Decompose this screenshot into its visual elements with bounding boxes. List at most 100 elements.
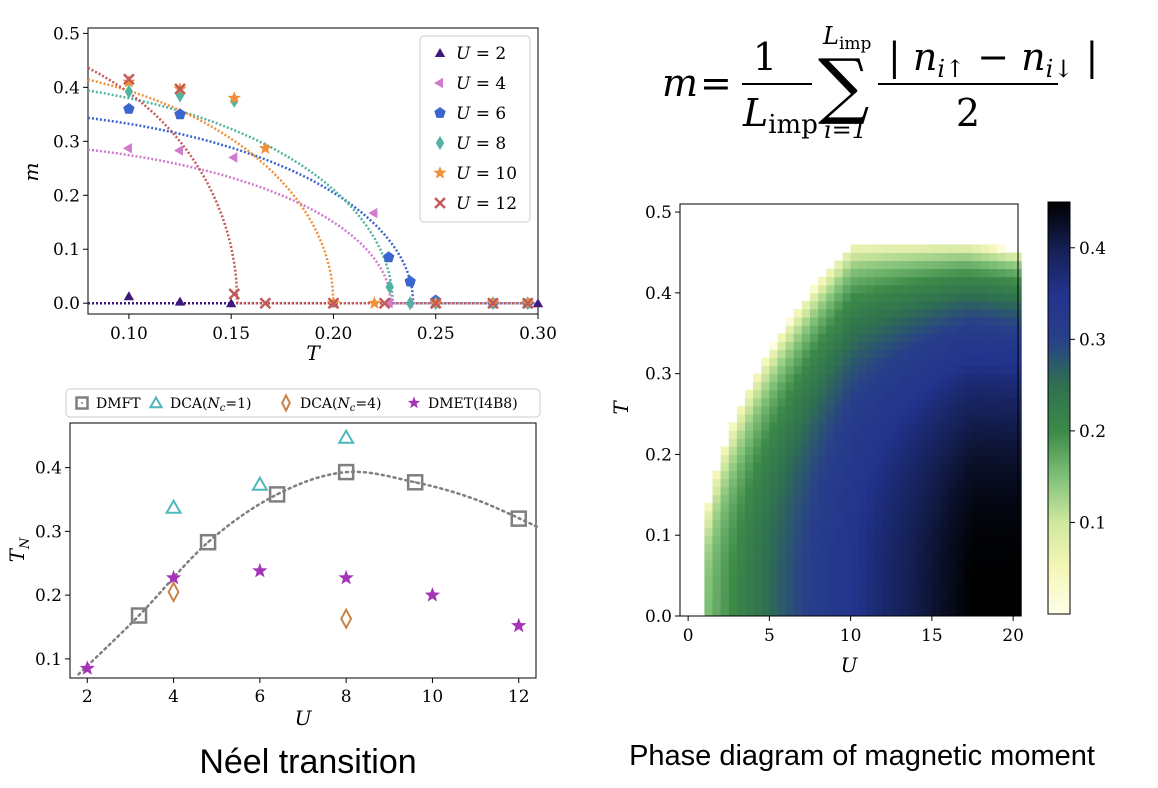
heatmap-cell (866, 519, 876, 528)
heatmap-cell (858, 559, 868, 569)
heatmap-cell (826, 502, 835, 512)
heatmap-cell (866, 478, 876, 488)
heatmap-cell (850, 462, 860, 472)
colorbar-tick-label: 0.1 (1079, 513, 1106, 533)
heatmap-cell (1013, 357, 1022, 367)
heatmap-cell (964, 276, 973, 286)
chart1-fit-curve (87, 89, 538, 305)
heatmap-cell (1005, 252, 1014, 262)
heatmap-cell (956, 406, 965, 415)
heatmap-cell (720, 559, 730, 569)
chart2-data-point (510, 510, 527, 527)
heatmap-cell (940, 381, 949, 391)
chart2-y-tick-label: 0.1 (35, 650, 62, 670)
chart1-data-point (124, 84, 134, 99)
heatmap-cell (891, 462, 900, 472)
heatmap-cell (948, 333, 957, 342)
heatmap-cell (1005, 567, 1014, 577)
heatmap-cell (923, 494, 933, 504)
heatmap-cell (956, 268, 965, 278)
heatmap-cell (777, 607, 787, 617)
heatmap-cell (875, 333, 884, 342)
heatmap-cell (923, 559, 933, 569)
heatmap-cell (745, 543, 754, 552)
heatmap-cell (850, 349, 860, 358)
heatmap-cell (980, 244, 990, 253)
heatmap-cell (826, 559, 835, 569)
heatmap-y-tick-label: 0.2 (645, 445, 672, 465)
heatmap-cell (761, 438, 770, 447)
heatmap-cell (915, 300, 925, 310)
heatmap-cell (915, 284, 925, 294)
heatmap-cell (964, 317, 973, 326)
heatmap-cell (907, 381, 917, 391)
heatmap-cell (720, 446, 730, 455)
heatmap-cell (728, 430, 738, 439)
heatmap-cell (931, 446, 941, 455)
heatmap-cell (736, 527, 746, 536)
chart1-y-tick-label: 0.4 (53, 78, 80, 98)
heatmap-cell (777, 559, 787, 569)
heatmap-cell (972, 478, 982, 488)
heatmap-cell (1005, 494, 1014, 504)
heatmap-cell (996, 519, 1006, 528)
heatmap-cell (777, 341, 787, 350)
heatmap-cell (777, 373, 787, 383)
heatmap-cell (988, 511, 998, 520)
heatmap-cell (810, 381, 819, 391)
heatmap-cell (745, 486, 754, 496)
heatmap-cell (964, 438, 973, 447)
heatmap-cell (753, 470, 762, 480)
heatmap-cell (883, 292, 892, 302)
heatmap-cell (866, 292, 876, 302)
heatmap-cell (988, 389, 998, 399)
heatmap-cell (956, 292, 965, 302)
heatmap-cell (720, 511, 730, 520)
heatmap-cell (810, 567, 819, 577)
heatmap-cell (899, 325, 908, 334)
heatmap-cell (940, 470, 949, 480)
chart1-legend-box (419, 35, 531, 223)
heatmap-cell (850, 446, 860, 455)
heatmap-cell (842, 300, 852, 310)
heatmap-cell (818, 292, 827, 302)
heatmap-cell (899, 567, 908, 577)
heatmap-cell (777, 406, 787, 415)
heatmap-cell (1005, 365, 1014, 375)
heatmap-cell (1013, 599, 1022, 609)
heatmap-cell (996, 349, 1006, 358)
chart1-y-tick-label: 0.3 (53, 132, 80, 152)
heatmap-cell (996, 607, 1006, 617)
heatmap-cell (915, 607, 925, 617)
heatmap-cell (956, 333, 965, 342)
heatmap-cell (988, 543, 998, 552)
heatmap-cell (964, 260, 973, 270)
heatmap-cell (777, 414, 787, 423)
heatmap-cell (761, 357, 770, 367)
heatmap-cell (810, 300, 819, 310)
heatmap-cell (769, 543, 778, 552)
heatmap-cell (899, 292, 908, 302)
chart1-legend-label: U = 12 (456, 194, 517, 214)
heatmap-cell (736, 486, 746, 496)
formula-frac-denominator: Limp (742, 91, 818, 140)
heatmap-cell (720, 599, 730, 609)
heatmap-cell (972, 486, 982, 496)
heatmap-cell (842, 527, 852, 536)
heatmap-cell (883, 325, 892, 334)
heatmap-cell (720, 478, 730, 488)
heatmap-cell (964, 599, 973, 609)
chart1-y-tick-label: 0.1 (53, 240, 80, 260)
heatmap-cell (980, 486, 990, 496)
heatmap-cell (712, 575, 722, 585)
heatmap-cell (980, 478, 990, 488)
heatmap-cell (818, 478, 827, 488)
heatmap-cell (777, 478, 787, 488)
heatmap-cell (915, 381, 925, 391)
heatmap-cell (980, 575, 990, 585)
heatmap-cell (980, 309, 990, 318)
chart1-data-point (123, 73, 135, 86)
heatmap-cell (761, 373, 770, 383)
heatmap-cell (745, 599, 754, 609)
